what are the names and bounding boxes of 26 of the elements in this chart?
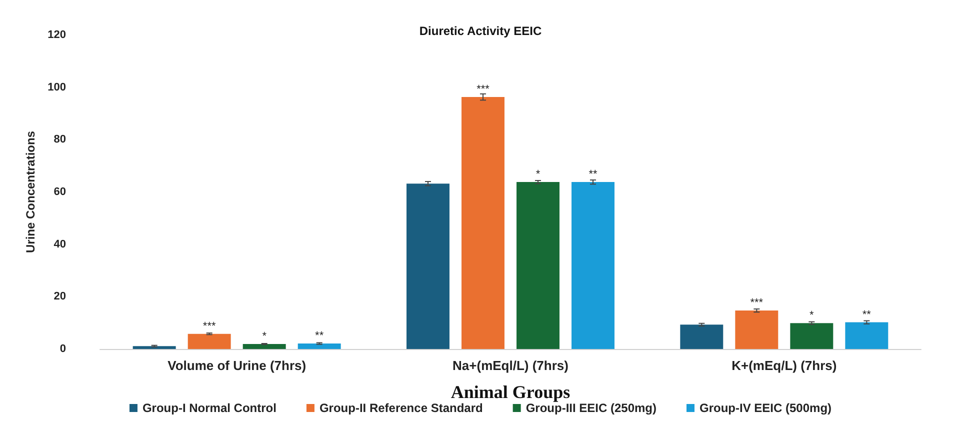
y-tick-label: 0 — [60, 343, 66, 355]
data-label: *** — [750, 297, 764, 310]
legend-label: Group-IV EEIC (500mg) — [700, 401, 832, 415]
data-label: *** — [202, 320, 216, 332]
data-label: * — [536, 168, 541, 181]
y-tick-label: 20 — [54, 290, 66, 303]
y-axis-title: Urine Concentrations — [24, 130, 38, 254]
data-label: ** — [315, 330, 324, 342]
data-label: * — [810, 310, 815, 322]
y-tick-label: 40 — [54, 238, 66, 250]
x-axis-title: Animal Groups — [450, 382, 570, 402]
y-tick-label: 80 — [54, 134, 66, 146]
data-label: ** — [862, 308, 872, 321]
legend-label: Group-III EEIC (250mg) — [526, 401, 657, 415]
data-label: * — [262, 330, 268, 343]
x-tick-label: K+(mEq/L) (7hrs) — [732, 358, 837, 373]
y-tick-label: 60 — [54, 186, 66, 198]
legend-label: Group-I Normal Control — [142, 401, 276, 415]
data-label: *** — [476, 84, 490, 96]
y-tick-label: 100 — [48, 81, 66, 94]
x-tick-label: Volume of Urine (7hrs) — [168, 358, 306, 373]
y-tick-label: 120 — [48, 29, 66, 41]
chart-title: Diuretic Activity EEIC — [419, 24, 542, 38]
x-tick-label: Na+(mEql/L) (7hrs) — [452, 358, 568, 373]
data-label: ** — [588, 168, 598, 181]
legend-label: Group-II Reference Standard — [319, 401, 483, 415]
